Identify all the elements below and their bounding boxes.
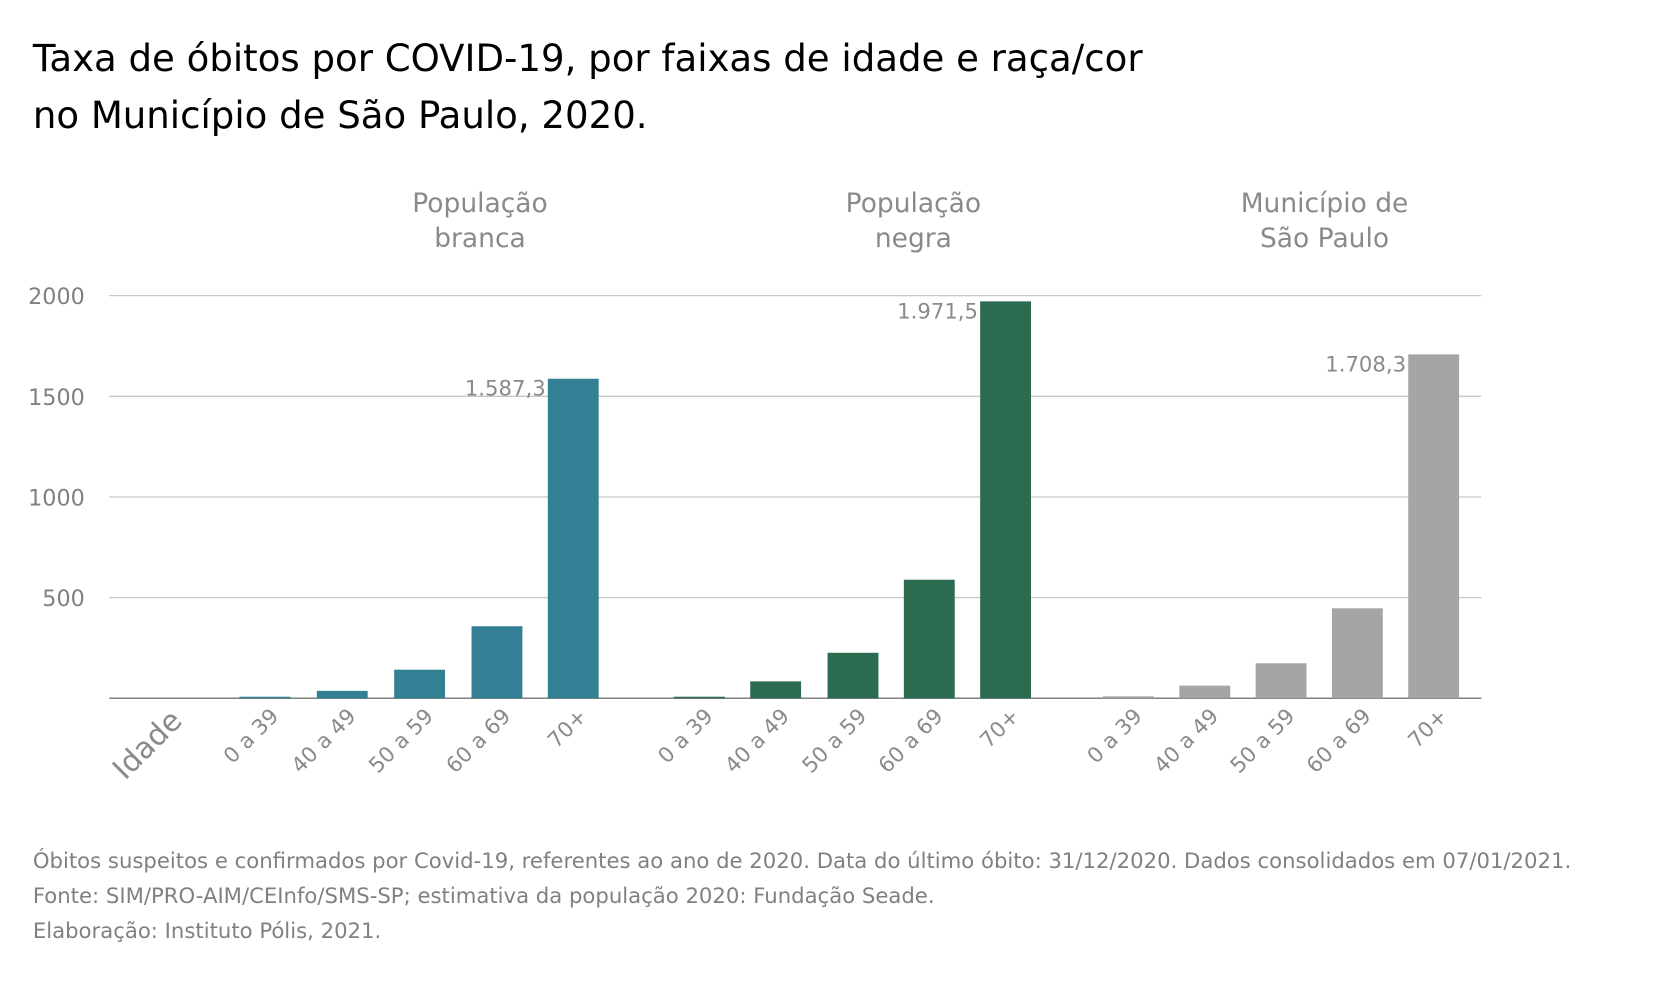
gridlines: 500 1000 1500 2000 bbox=[28, 284, 1482, 700]
category-label: 50 a 59 bbox=[1225, 703, 1300, 778]
group-title: São Paulo bbox=[1260, 223, 1389, 254]
y-tick-label: 2000 bbox=[28, 284, 85, 310]
bar-2-3 bbox=[1331, 608, 1383, 699]
bar-1-2 bbox=[827, 652, 879, 699]
category-label: 70+ bbox=[542, 703, 591, 752]
group-title: branca bbox=[434, 223, 526, 254]
y-tick-label: 500 bbox=[42, 586, 84, 612]
chart-title-line-1: Taxa de óbitos por COVID-19, por faixas … bbox=[32, 37, 1143, 80]
group-title: População bbox=[412, 188, 547, 219]
data-label: 1.971,5 bbox=[897, 298, 978, 323]
category-label: 60 a 69 bbox=[441, 703, 516, 778]
group-title: Município de bbox=[1241, 188, 1409, 219]
bar-1-3 bbox=[903, 579, 955, 699]
bar-2-4 bbox=[1408, 354, 1460, 699]
footnote-2: Fonte: SIM/PRO-AIM/CEInfo/SMS-SP; estima… bbox=[33, 883, 935, 908]
group-title: negra bbox=[875, 223, 952, 254]
bar-0-4 bbox=[547, 378, 599, 699]
category-label: 70+ bbox=[1403, 703, 1452, 752]
category-label: 60 a 69 bbox=[873, 703, 948, 778]
category-labels: 0 a 39 40 a 49 50 a 59 60 a 69 70+ 0 a 39 40 a… bbox=[218, 703, 1452, 778]
category-label: 0 a 39 bbox=[218, 703, 283, 768]
chart-title-line-2: no Município de São Paulo, 2020. bbox=[33, 94, 648, 137]
category-label: 40 a 49 bbox=[719, 703, 794, 778]
group-title: População bbox=[846, 188, 981, 219]
bar-1-0 bbox=[673, 696, 725, 699]
category-label: 40 a 49 bbox=[286, 703, 361, 778]
y-tick-label: 1000 bbox=[28, 485, 85, 511]
bar-0-1 bbox=[316, 690, 368, 699]
group-titles: População branca População negra Município d… bbox=[412, 188, 1408, 254]
x-axis-label: Idade bbox=[105, 703, 188, 786]
footnote-3: Elaboração: Instituto Pólis, 2021. bbox=[33, 918, 381, 943]
category-label: 0 a 39 bbox=[1082, 703, 1147, 768]
bar-2-0 bbox=[1103, 696, 1154, 699]
bar-0-0 bbox=[239, 696, 291, 699]
bars: 1.587,3 1.971,5 1.708,3 bbox=[239, 298, 1460, 699]
bar-1-1 bbox=[750, 681, 802, 699]
data-label: 1.708,3 bbox=[1325, 351, 1406, 376]
category-label: 50 a 59 bbox=[797, 703, 872, 778]
bar-0-2 bbox=[394, 669, 446, 699]
category-label: 60 a 69 bbox=[1301, 703, 1376, 778]
bar-1-4 bbox=[980, 301, 1032, 699]
bar-2-2 bbox=[1255, 663, 1307, 699]
category-label: 40 a 49 bbox=[1149, 703, 1224, 778]
category-label: 0 a 39 bbox=[653, 703, 718, 768]
bar-0-3 bbox=[471, 626, 523, 699]
category-label: 50 a 59 bbox=[363, 703, 438, 778]
data-label: 1.587,3 bbox=[465, 376, 546, 401]
category-label: 70+ bbox=[975, 703, 1024, 752]
y-tick-label: 1500 bbox=[28, 385, 85, 411]
bar-2-1 bbox=[1179, 685, 1231, 699]
footnote-1: Óbitos suspeitos e confirmados por Covid… bbox=[33, 848, 1571, 873]
